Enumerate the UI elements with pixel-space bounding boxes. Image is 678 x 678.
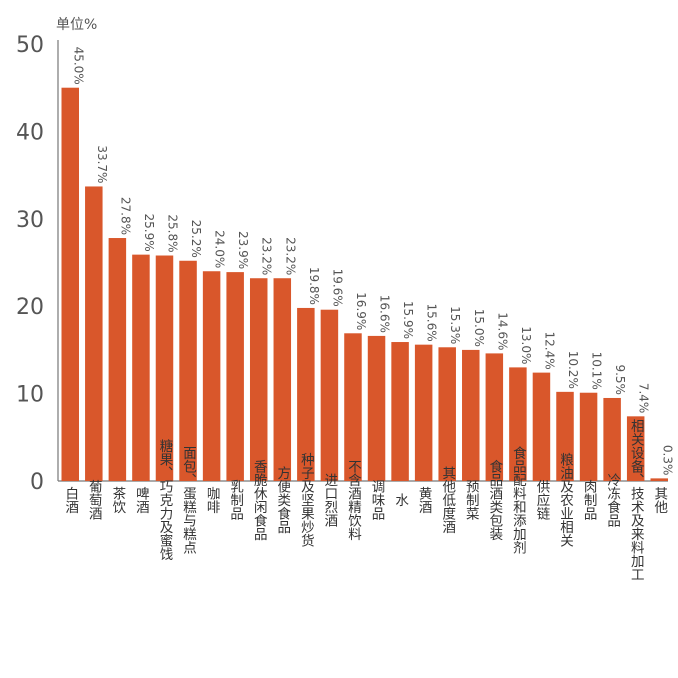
value-label: 25.9% xyxy=(142,214,156,252)
y-tick-label: 0 xyxy=(30,470,44,495)
category-label: 其他低度酒 xyxy=(439,466,456,534)
bar xyxy=(579,392,598,481)
value-label: 27.8% xyxy=(118,197,132,235)
bar xyxy=(414,344,433,481)
category-label: 食品酒类包装 xyxy=(486,458,503,541)
bar xyxy=(367,335,386,481)
category-label: 预制菜 xyxy=(463,480,480,521)
value-label: 9.5% xyxy=(613,364,627,395)
value-label: 10.2% xyxy=(566,351,580,389)
value-label: 23.2% xyxy=(260,237,274,275)
bar xyxy=(509,367,527,481)
value-label: 19.8% xyxy=(307,267,321,305)
bar xyxy=(273,278,292,481)
value-label: 45.0% xyxy=(71,47,85,85)
category-label: 水 xyxy=(392,493,409,507)
value-label: 23.2% xyxy=(283,237,297,275)
category-label: 供应链 xyxy=(533,480,550,522)
category-label: 冷冻食品 xyxy=(604,473,621,528)
category-label: 乳制品 xyxy=(227,480,244,521)
value-label: 15.3% xyxy=(448,306,462,344)
category-label: 食品配料和添加剂 xyxy=(510,445,527,555)
bar xyxy=(297,307,315,481)
bar xyxy=(485,353,504,481)
value-labels-group: 45.0% 33.7% 27.8% 25.9% 25.8% 25.2% 24.0% 23.9%… xyxy=(71,47,674,476)
bar xyxy=(179,260,197,481)
category-label: 粮油及农业相关 xyxy=(557,453,574,548)
bar xyxy=(226,272,244,481)
category-label: 其他 xyxy=(651,486,668,515)
y-tick-label: 50 xyxy=(16,33,44,58)
value-label: 16.9% xyxy=(354,292,368,330)
category-label: 咖啡 xyxy=(204,486,221,514)
value-label: 23.9% xyxy=(236,231,250,269)
value-label: 7.4% xyxy=(637,383,651,414)
value-label: 13.0% xyxy=(519,326,533,364)
value-label: 25.2% xyxy=(189,220,203,258)
bar xyxy=(344,333,362,481)
category-label: 不含酒精饮料 xyxy=(345,460,362,541)
category-label: 啤酒 xyxy=(133,486,150,514)
value-label: 24.0% xyxy=(213,230,227,268)
bar xyxy=(202,271,221,481)
value-label: 33.7% xyxy=(95,145,109,183)
category-label: 白酒 xyxy=(62,486,79,514)
category-label: 黄酒 xyxy=(416,486,433,514)
category-label: 进口烈酒 xyxy=(321,473,338,528)
value-label: 14.6% xyxy=(495,312,509,350)
category-label: 葡萄酒 xyxy=(86,480,103,521)
category-label: 种子及坚果炒货 xyxy=(298,453,315,548)
bar xyxy=(108,238,127,481)
bar xyxy=(85,186,103,481)
bar xyxy=(626,416,645,481)
category-label: 香脆休闲食品 xyxy=(251,459,268,541)
bars-group xyxy=(61,87,668,481)
value-label: 19.6% xyxy=(330,269,344,307)
category-label: 肉制品 xyxy=(581,480,598,521)
category-labels-group: 白酒 葡萄酒 茶饮 啤酒 糖果、巧克力及蜜饯 面包、蛋糕与糕点 咖啡 乳制品 香脆休闲食品 方便类… xyxy=(62,419,668,581)
y-tick-label: 40 xyxy=(16,120,44,145)
bar xyxy=(155,255,174,481)
y-axis-ticks: 0 10 20 30 40 50 xyxy=(16,33,44,495)
bar xyxy=(556,391,574,481)
y-tick-label: 30 xyxy=(16,208,44,233)
bar xyxy=(249,278,268,481)
value-label: 16.6% xyxy=(378,295,392,333)
bar xyxy=(650,478,668,481)
bar xyxy=(462,349,480,481)
y-tick-label: 20 xyxy=(16,295,44,320)
value-label: 0.3% xyxy=(660,445,674,476)
value-label: 15.9% xyxy=(401,301,415,339)
y-axis-unit-label: 单位% xyxy=(56,17,97,33)
bar xyxy=(532,372,551,481)
y-tick-label: 10 xyxy=(16,383,44,408)
value-label: 10.1% xyxy=(590,352,604,390)
bar xyxy=(132,254,150,481)
bar xyxy=(603,397,621,481)
bar xyxy=(391,342,409,481)
category-label: 方便类食品 xyxy=(274,466,291,534)
category-label: 相关设备、技术及来料加工 xyxy=(628,419,645,581)
value-label: 12.4% xyxy=(542,331,556,369)
category-label: 糖果、巧克力及蜜饯 xyxy=(156,439,173,561)
value-label: 25.8% xyxy=(165,214,179,252)
category-label: 面包、蛋糕与糕点 xyxy=(180,446,197,554)
value-label: 15.0% xyxy=(472,309,486,347)
bar xyxy=(438,347,456,481)
bar xyxy=(320,309,339,481)
category-label: 调味品 xyxy=(369,480,386,521)
bar xyxy=(61,87,79,481)
category-label: 茶饮 xyxy=(109,486,126,514)
value-label: 15.6% xyxy=(425,304,439,342)
